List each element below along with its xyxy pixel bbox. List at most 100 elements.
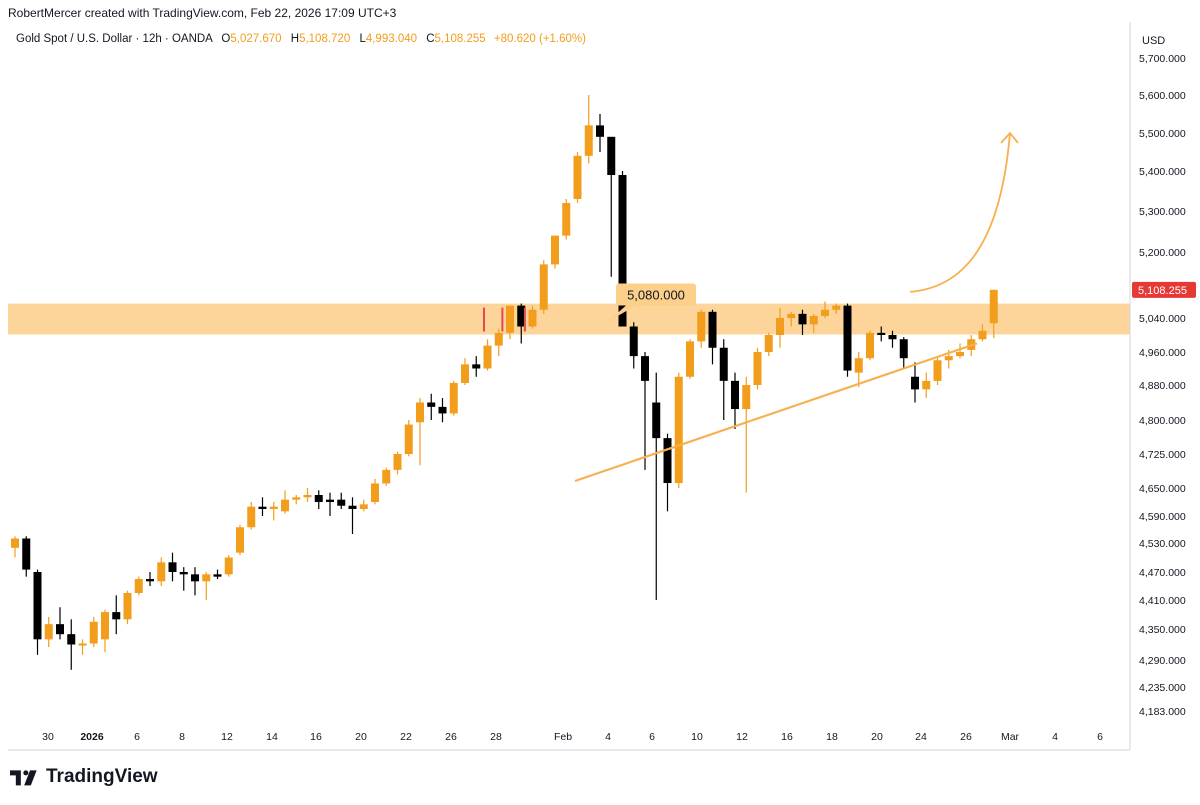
candle [956, 343, 964, 359]
candle-body [258, 506, 267, 509]
time-tick: 12 [736, 731, 748, 743]
candle-body [922, 380, 931, 390]
candle-body [607, 136, 616, 175]
candle-body [303, 495, 312, 498]
author-credit: RobertMercer created with TradingView.co… [8, 6, 397, 20]
candle [686, 339, 694, 379]
close-label: C [426, 33, 435, 45]
symbol-name[interactable]: Gold Spot / U.S. Dollar · 12h · OANDA [16, 33, 213, 45]
time-tick: 10 [691, 731, 703, 743]
candle-body [213, 574, 222, 577]
candle [393, 451, 402, 475]
candle-body [247, 506, 256, 528]
resistance-zone[interactable] [8, 303, 1130, 335]
symbol-legend: Gold Spot / U.S. Dollar · 12h · OANDA O5… [16, 33, 586, 45]
candle-body [101, 612, 109, 640]
tradingview-logo[interactable]: TradingView [10, 766, 158, 788]
candle-body [67, 634, 76, 645]
candle [933, 356, 942, 385]
candle [501, 305, 514, 340]
high-value: 5,108.720 [299, 33, 351, 45]
last-price-tag: 5,108.255 [1132, 281, 1196, 298]
candle [551, 235, 559, 269]
candle [742, 376, 751, 493]
candle [573, 152, 582, 203]
price-tick: 4,725.000 [1139, 449, 1186, 461]
candle-body [708, 311, 717, 348]
candle [809, 313, 818, 333]
time-tick: 20 [355, 731, 367, 743]
price-tick: 4,410.000 [1139, 595, 1186, 607]
candle-body [483, 345, 492, 369]
candle [821, 301, 829, 318]
candle [146, 572, 154, 586]
ascending-trendline[interactable] [574, 342, 978, 483]
open-label: O [221, 33, 231, 45]
projection-arrow[interactable] [909, 132, 1011, 293]
candle [44, 616, 53, 648]
candle [258, 497, 267, 516]
candle [731, 372, 739, 430]
candle [382, 467, 391, 486]
candle [854, 352, 863, 388]
low-value: 4,993.040 [365, 33, 418, 45]
price-tick: 4,650.000 [1139, 483, 1186, 495]
price-tick: 4,960.000 [1139, 347, 1186, 359]
price-tick: 4,530.000 [1139, 538, 1186, 550]
open-value: 5,027.670 [230, 33, 282, 45]
candle [11, 536, 19, 558]
candle [911, 362, 919, 403]
candle [67, 619, 76, 670]
candle [922, 372, 931, 399]
price-annotation[interactable]: 5,080.000 [608, 283, 696, 322]
price-tick: 4,350.000 [1139, 624, 1186, 636]
candle-body [641, 356, 649, 381]
price-tick: 4,183.000 [1139, 706, 1186, 718]
candle-body [281, 499, 289, 512]
candle-body [584, 125, 593, 156]
candle-body [719, 347, 728, 381]
candle [337, 492, 346, 509]
currency-label: USD [1142, 35, 1165, 47]
candle-body [393, 454, 402, 470]
time-tick: 16 [310, 731, 322, 743]
time-tick: 26 [960, 731, 972, 743]
price-tick: 5,500.000 [1139, 128, 1186, 140]
candle [753, 347, 762, 390]
candle [371, 478, 379, 505]
candle-body [337, 499, 346, 506]
candle-body [821, 309, 829, 316]
time-tick: 14 [266, 731, 278, 743]
candle [843, 303, 852, 377]
candle [866, 330, 874, 361]
candle [179, 567, 188, 591]
tradingview-logo-icon [10, 770, 37, 786]
candle [483, 339, 492, 371]
candle [269, 502, 278, 521]
candle-body [911, 376, 919, 390]
candle-body [22, 538, 31, 570]
candle [56, 607, 64, 640]
candle [89, 616, 98, 648]
candle-body [78, 643, 87, 646]
candle [314, 490, 323, 509]
candle-body [326, 499, 334, 502]
candle [708, 309, 717, 365]
candle-body [944, 356, 953, 361]
candle [427, 393, 436, 420]
candle-body [236, 527, 244, 553]
candle-body [686, 341, 694, 377]
candle-body [44, 624, 53, 640]
candle [539, 260, 548, 314]
candle [22, 536, 31, 577]
time-tick: 4 [1052, 731, 1058, 743]
candle [562, 199, 571, 240]
candle-body [866, 332, 874, 359]
candle-body [618, 175, 627, 327]
candle-body [798, 313, 807, 325]
candle [461, 358, 469, 385]
candle [584, 95, 593, 164]
candle-body [202, 574, 211, 582]
price-tick: 5,700.000 [1139, 53, 1186, 65]
